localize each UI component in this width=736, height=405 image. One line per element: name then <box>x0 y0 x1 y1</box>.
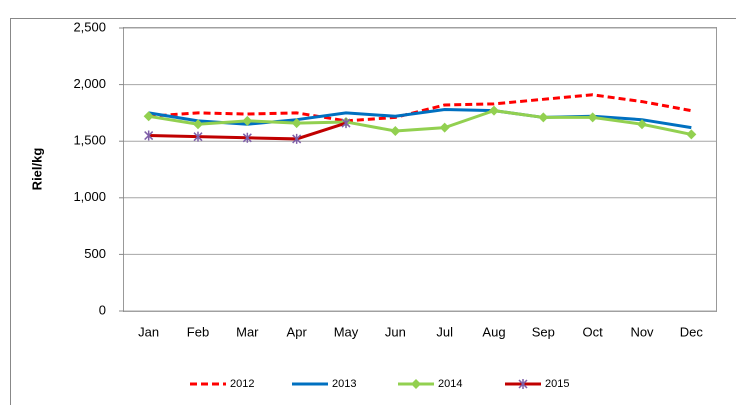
y-tick-label: 500 <box>84 246 106 261</box>
x-tick-label: Sep <box>532 324 555 339</box>
series-line <box>148 93 692 123</box>
marker <box>144 130 154 141</box>
y-tick-label: 2,000 <box>73 76 106 91</box>
marker <box>587 112 598 123</box>
x-tick-label: Feb <box>187 324 209 339</box>
x-tick-label: Jul <box>436 324 453 339</box>
marker <box>292 133 302 144</box>
marker <box>439 122 450 133</box>
legend-label: 2015 <box>545 378 569 390</box>
series-line <box>148 108 692 130</box>
y-tick-label: 1,000 <box>73 189 106 204</box>
x-tick-label: Dec <box>680 324 704 339</box>
x-tick-label: Jan <box>138 324 159 339</box>
marker <box>390 126 401 137</box>
legend-label: 2013 <box>332 378 356 390</box>
legend-marker <box>518 379 528 389</box>
y-tick-label: 0 <box>99 302 106 317</box>
plot-area <box>123 27 717 312</box>
marker <box>143 111 154 122</box>
marker <box>341 118 351 129</box>
marker <box>193 131 203 142</box>
legend-label: 2014 <box>438 378 462 390</box>
legend-marker <box>411 379 421 389</box>
marker <box>193 119 203 130</box>
y-tick-label: 2,500 <box>73 19 106 34</box>
marker <box>242 132 252 143</box>
marker <box>637 119 647 130</box>
x-tick-label: Apr <box>287 324 308 339</box>
legend-label: 2012 <box>230 378 254 390</box>
x-tick-label: Nov <box>630 324 654 339</box>
marker <box>291 118 302 129</box>
marker <box>242 115 253 126</box>
x-tick-label: Aug <box>482 324 505 339</box>
marker <box>538 112 549 123</box>
x-tick-label: Mar <box>236 324 259 339</box>
x-tick-label: May <box>334 324 359 339</box>
y-tick-label: 1,500 <box>73 133 106 148</box>
x-tick-label: Oct <box>583 324 604 339</box>
y-axis-label: Riel/kg <box>29 148 44 191</box>
marker <box>686 129 697 140</box>
series-line <box>148 109 692 136</box>
x-tick-label: Jun <box>385 324 406 339</box>
marker <box>489 105 499 116</box>
